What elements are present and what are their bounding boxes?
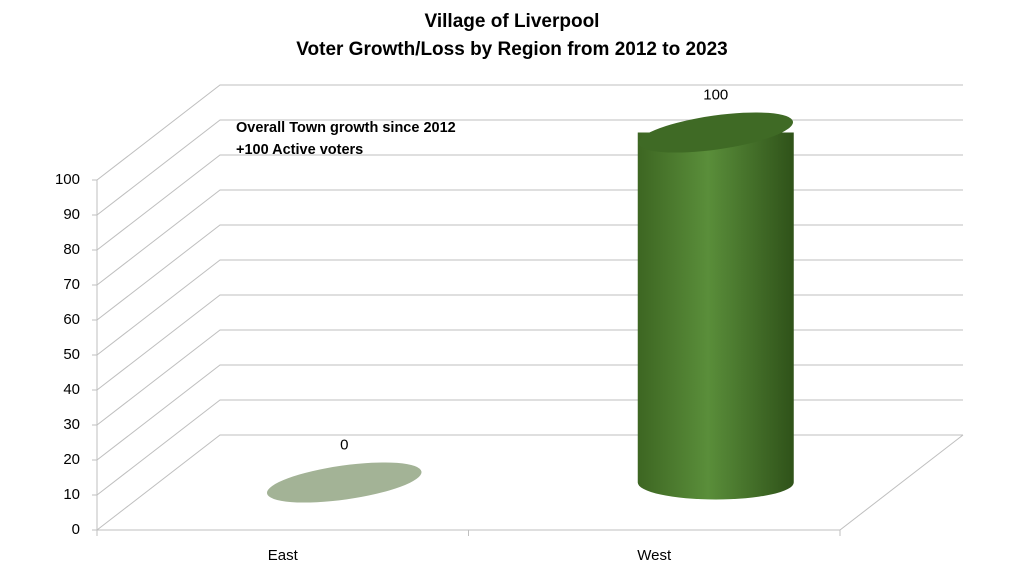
grid-line (96, 329, 963, 426)
grid-line (96, 224, 963, 321)
grid-line (96, 259, 963, 356)
y-tick-label: 80 (63, 241, 80, 258)
plot: 0 100 (266, 86, 794, 503)
floor (97, 434, 964, 531)
chart-subtitle: Voter Growth/Loss by Region from 2012 to… (296, 39, 727, 60)
bar-top (638, 112, 794, 153)
y-tick-label: 30 (63, 416, 80, 433)
grid-line (96, 84, 963, 181)
grid-line (96, 189, 963, 286)
y-tick-label: 90 (63, 206, 80, 223)
y-tick-label: 50 (63, 346, 80, 363)
grid-line (96, 364, 963, 461)
grid-line (96, 119, 963, 216)
y-tick-label: 70 (63, 276, 80, 293)
y-tick-label: 0 (72, 521, 80, 538)
annotation: Overall Town growth since 2012 +100 Acti… (236, 120, 456, 158)
grid-line (96, 434, 963, 531)
bar (637, 132, 794, 500)
y-tick-label: 40 (63, 381, 80, 398)
y-tick-label: 20 (63, 451, 80, 468)
chart-title: Village of Liverpool (425, 11, 600, 32)
grid-line (96, 154, 963, 251)
y-tick-label: 10 (63, 486, 80, 503)
grid-line (96, 399, 963, 496)
bar-top (266, 462, 422, 503)
value-label: 100 (703, 86, 728, 103)
x-tick-label: East (268, 547, 299, 564)
grid-line (96, 294, 963, 391)
x-tick-label: West (637, 547, 672, 564)
grid: 0 10 20 30 40 50 60 70 80 90 100 East West (55, 84, 964, 564)
y-tick-label: 60 (63, 311, 80, 328)
value-label: 0 (340, 436, 348, 453)
y-tick-label: 100 (55, 171, 80, 188)
